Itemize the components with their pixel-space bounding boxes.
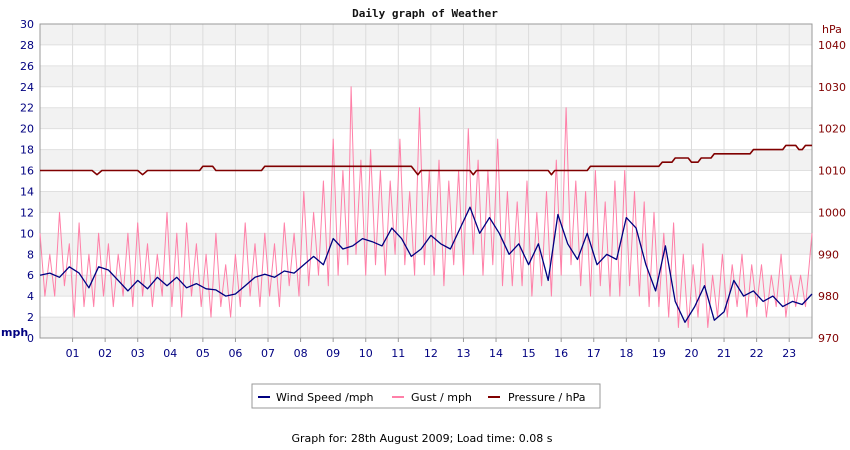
grid-band xyxy=(40,317,812,338)
y-left-tick-label: 12 xyxy=(20,206,34,219)
x-tick-label: 18 xyxy=(619,347,633,360)
x-tick-label: 10 xyxy=(359,347,373,360)
x-tick-label: 16 xyxy=(554,347,568,360)
y-left-tick-label: 22 xyxy=(20,102,34,115)
grid-band xyxy=(40,107,812,129)
y-left-tick-label: 0 xyxy=(27,332,34,345)
y-left-tick-label: 26 xyxy=(20,60,34,73)
y-left-tick-label: 2 xyxy=(27,311,34,324)
y-left-tick-label: 6 xyxy=(27,269,34,282)
x-tick-label: 04 xyxy=(163,347,177,360)
x-tick-label: 15 xyxy=(522,347,536,360)
y-left-tick-label: 16 xyxy=(20,165,34,178)
graph-footer: Graph for: 28th August 2009; Load time: … xyxy=(292,432,553,445)
x-tick-label: 12 xyxy=(424,347,438,360)
x-tick-label: 14 xyxy=(489,347,503,360)
grid-band xyxy=(40,65,812,87)
legend-label-gust: Gust / mph xyxy=(411,391,472,404)
y-left-tick-label: 8 xyxy=(27,248,34,261)
x-tick-label: 05 xyxy=(196,347,210,360)
x-tick-label: 06 xyxy=(228,347,242,360)
x-tick-label: 21 xyxy=(717,347,731,360)
chart-title: Daily graph of Weather xyxy=(352,7,498,20)
x-tick-label: 19 xyxy=(652,347,666,360)
y-left-tick-label: 4 xyxy=(27,290,34,303)
series-line-pressure xyxy=(40,144,812,176)
x-tick-label: 09 xyxy=(326,347,340,360)
x-tick-label: 07 xyxy=(261,347,275,360)
series-line-gust xyxy=(39,86,813,328)
x-tick-label: 22 xyxy=(750,347,764,360)
y-right-tick-label: 980 xyxy=(818,290,839,303)
legend: Wind Speed /mph Gust / mph Pressure / hP… xyxy=(251,383,601,409)
x-tick-label: 11 xyxy=(391,347,405,360)
x-tick-label: 03 xyxy=(131,347,145,360)
x-tick-label: 17 xyxy=(587,347,601,360)
x-tick-label: 13 xyxy=(456,347,470,360)
grid-band xyxy=(40,191,812,213)
plot-frame xyxy=(39,23,813,339)
y-right-tick-label: 1010 xyxy=(818,165,846,178)
series-line-wind-speed xyxy=(39,206,813,323)
y-right-tick-label: 990 xyxy=(818,248,839,261)
x-tick-label: 23 xyxy=(782,347,796,360)
grid-band xyxy=(40,149,812,171)
grid-band xyxy=(40,24,812,45)
y-left-tick-label: 18 xyxy=(20,144,34,157)
axes-layer: 0246810121416182022242628309709809901000… xyxy=(20,18,846,360)
y-left-tick-label: 30 xyxy=(20,18,34,31)
y-left-tick-label: 24 xyxy=(20,81,34,94)
y-right-tick-label: 1040 xyxy=(818,39,846,52)
y-right-tick-label: 1000 xyxy=(818,206,846,219)
legend-box xyxy=(251,383,601,409)
y-right-unit-label: hPa xyxy=(822,23,842,36)
y-right-tick-label: 1030 xyxy=(818,81,846,94)
y-left-tick-label: 14 xyxy=(20,185,34,198)
y-left-unit-label: mph xyxy=(1,326,28,339)
legend-label-pressure: Pressure / hPa xyxy=(508,391,586,404)
y-left-tick-label: 20 xyxy=(20,123,34,136)
legend-label-wind-speed: Wind Speed /mph xyxy=(276,391,374,404)
series-layer xyxy=(39,86,813,328)
x-tick-label: 02 xyxy=(98,347,112,360)
y-right-tick-label: 970 xyxy=(818,332,839,345)
y-right-tick-label: 1020 xyxy=(818,123,846,136)
x-tick-label: 08 xyxy=(294,347,308,360)
x-tick-label: 01 xyxy=(66,347,80,360)
y-left-tick-label: 28 xyxy=(20,39,34,52)
y-left-tick-label: 10 xyxy=(20,227,34,240)
x-tick-label: 20 xyxy=(684,347,698,360)
